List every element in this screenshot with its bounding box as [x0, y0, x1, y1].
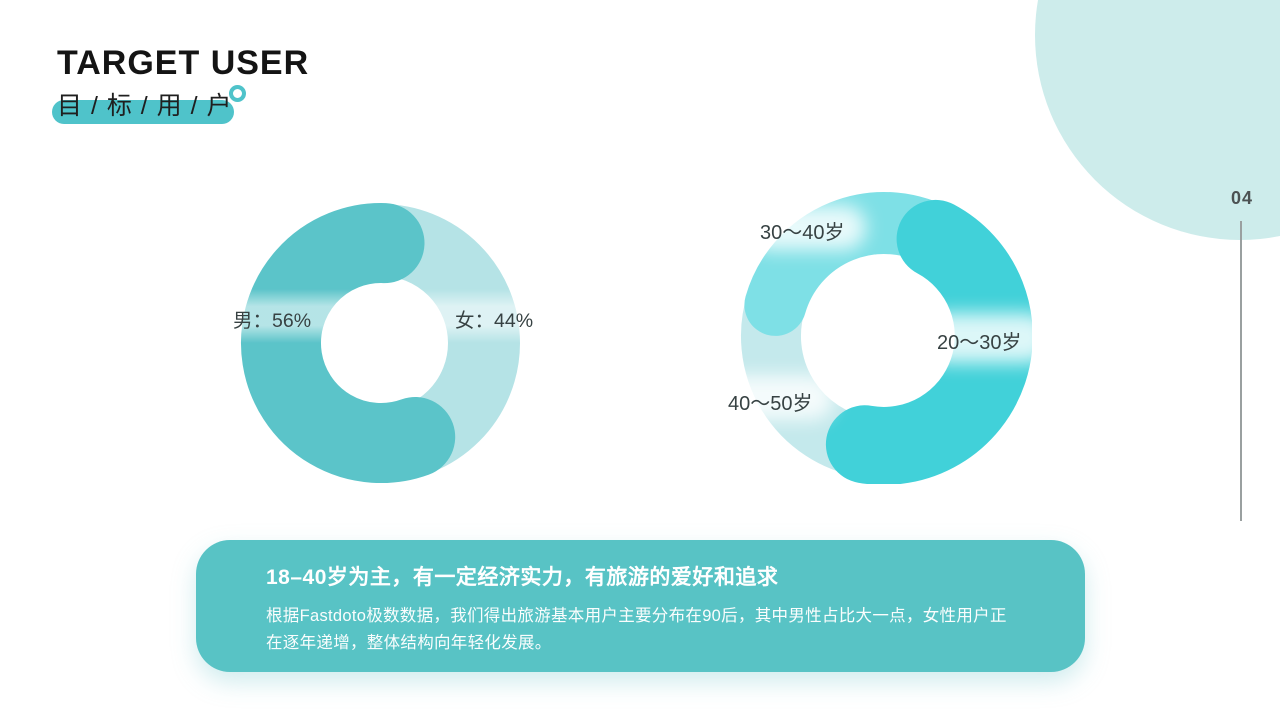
summary-heading: 18–40岁为主，有一定经济实力，有旅游的爱好和追求: [266, 566, 779, 589]
label-glow: [748, 205, 866, 250]
label-glow: [924, 313, 1050, 363]
gender-donut-chart: [235, 201, 527, 485]
slide-subtitle: 目 / 标 / 用 / 户: [57, 92, 233, 120]
male-share-label: 男：56%: [233, 310, 312, 332]
ring-icon: [229, 85, 246, 102]
age-40-50-label: 40～50岁: [728, 393, 813, 415]
slide-title: TARGET USER: [57, 44, 310, 82]
page-number: 04: [1230, 188, 1254, 208]
summary-box: 18–40岁为主，有一定经济实力，有旅游的爱好和追求 根据Fastdoto极数数…: [196, 540, 1085, 672]
age-30-40-label: 30～40岁: [760, 222, 845, 244]
label-glow: [716, 375, 834, 420]
label-band-overlay: [235, 289, 527, 343]
age-20-30-segment-arc: [825, 199, 1032, 484]
subtitle-highlight-pill: [52, 100, 234, 124]
summary-body: 根据Fastdoto极数数据，我们得出旅游基本用户主要分布在90后，其中男性占比…: [266, 607, 1007, 652]
male-segment-arc: [241, 203, 456, 484]
gender-donut-svg: [241, 203, 520, 484]
page-number-divider-line: [1240, 221, 1242, 521]
age-20-30-label: 20～30岁: [937, 332, 1022, 354]
female-share-label: 女：44%: [455, 310, 534, 332]
